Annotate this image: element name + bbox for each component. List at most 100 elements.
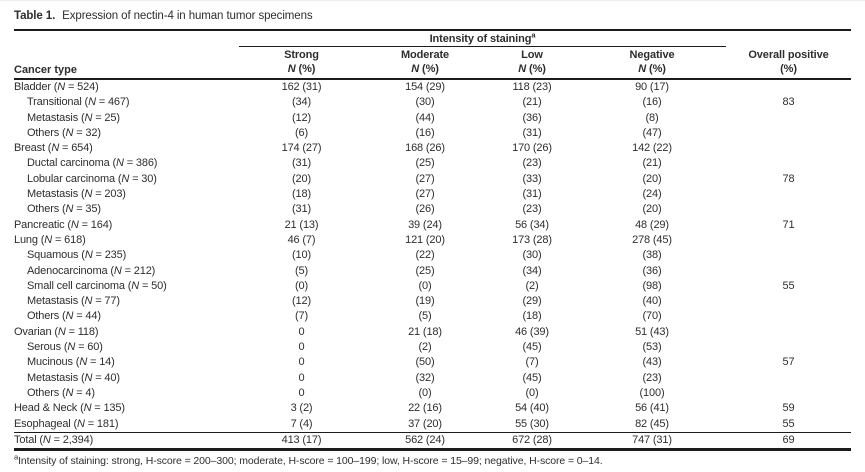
strong-cell: 413 (17) bbox=[239, 431, 364, 450]
moderate-cell: (32) bbox=[415, 371, 435, 384]
strong-cell: 162 (31) bbox=[281, 81, 322, 93]
low-cell: (23) bbox=[522, 157, 542, 170]
strong-cell: 0 bbox=[298, 341, 305, 354]
cancer-type-cell: Metastasis (N = 25) bbox=[27, 111, 120, 124]
low-cell: 55 (30) bbox=[515, 417, 549, 430]
table-row: Lung (N = 618) 46 (7) 121 (20) 173 (28) 278 … bbox=[14, 233, 851, 248]
table-row: Serous (N = 60) 0 (2) (45) (53) bbox=[14, 340, 851, 355]
moderate-cell: (0) bbox=[418, 279, 432, 292]
strong-cell: (12) bbox=[292, 295, 311, 308]
overall-cell bbox=[726, 340, 851, 355]
strong-sublabel: N (%) bbox=[287, 62, 316, 75]
overall-cell: 55 bbox=[782, 417, 795, 430]
moderate-cell: 121 (20) bbox=[405, 233, 445, 246]
negative-cell: 142 (22) bbox=[632, 142, 672, 155]
strong-cell: (5) bbox=[295, 264, 308, 277]
negative-column-header: Negative N (%) bbox=[578, 46, 726, 80]
low-cell: (45) bbox=[522, 371, 542, 384]
overall-cell bbox=[726, 386, 851, 401]
cancer-type-cell: Ovarian (N = 118) bbox=[14, 325, 99, 338]
nectin4-expression-table: Intensity of staininga Cancer type Stron… bbox=[14, 29, 851, 452]
overall-cell bbox=[726, 248, 851, 263]
moderate-cell: 21 (18) bbox=[408, 325, 442, 338]
negative-cell: (36) bbox=[642, 264, 662, 277]
strong-cell: 0 bbox=[298, 386, 305, 399]
cancer-type-column-header: Cancer type bbox=[14, 46, 239, 80]
negative-cell: (53) bbox=[642, 341, 662, 354]
cancer-type-cell: Breast (N = 654) bbox=[14, 142, 93, 155]
strong-cell: (34) bbox=[292, 96, 311, 109]
table-row: Others (N = 32) (6) (16) (31) (47) bbox=[14, 126, 851, 141]
low-cell: (2) bbox=[525, 279, 539, 292]
table-title: Table 1. Expression of nectin-4 in human … bbox=[14, 9, 851, 23]
cancer-type-cell: Mucinous (N = 14) bbox=[27, 356, 115, 369]
negative-cell: (38) bbox=[642, 249, 662, 262]
table-body: Bladder (N = 524) 162 (31) 154 (29) 118 (23… bbox=[14, 79, 851, 450]
low-cell: (21) bbox=[522, 96, 542, 109]
table-row: Head & Neck (N = 135) 3 (2) 22 (16) 54 (40)… bbox=[14, 401, 851, 416]
strong-cell: (18) bbox=[292, 188, 311, 201]
strong-cell: 21 (13) bbox=[284, 218, 319, 231]
overall-cell: 78 bbox=[782, 172, 795, 185]
cancer-type-cell: Serous (N = 60) bbox=[27, 341, 103, 354]
strong-column-header: Strong N (%) bbox=[239, 46, 364, 80]
low-cell: 56 (34) bbox=[515, 218, 549, 231]
negative-cell: 90 (17) bbox=[635, 81, 669, 93]
cancer-type-cell: Total (N = 2,394) bbox=[14, 431, 239, 450]
table-caption: Expression of nectin-4 in human tumor sp… bbox=[62, 10, 313, 22]
cancer-type-cell: Small cell carcinoma (N = 50) bbox=[27, 279, 167, 292]
overall-cell: 69 bbox=[726, 431, 851, 450]
cancer-type-cell: Others (N = 4) bbox=[27, 386, 95, 399]
footnote-marker: a bbox=[531, 30, 536, 40]
overall-cell: 59 bbox=[782, 402, 795, 415]
cancer-type-cell: Pancreatic (N = 164) bbox=[14, 218, 113, 231]
low-cell: (0) bbox=[525, 386, 539, 399]
low-cell: (30) bbox=[522, 249, 542, 262]
negative-cell: (20) bbox=[642, 172, 662, 185]
low-cell: (7) bbox=[525, 356, 539, 369]
negative-cell: (98) bbox=[642, 279, 662, 292]
moderate-cell: (19) bbox=[415, 295, 435, 308]
table-row: Total (N = 2,394) 413 (17) 562 (24) 672 (28… bbox=[14, 431, 851, 450]
table-row: Others (N = 44) (7) (5) (18) (70) bbox=[14, 309, 851, 324]
cancer-type-cell: Metastasis (N = 77) bbox=[27, 295, 120, 308]
negative-cell: (100) bbox=[639, 386, 665, 399]
cancer-type-cell: Head & Neck (N = 135) bbox=[14, 402, 125, 415]
moderate-cell: (22) bbox=[415, 249, 435, 262]
table-row: Metastasis (N = 77) (12) (19) (29) (40) bbox=[14, 294, 851, 309]
negative-cell: (24) bbox=[642, 188, 662, 201]
moderate-cell: 37 (20) bbox=[408, 417, 442, 430]
negative-cell: 278 (45) bbox=[632, 233, 672, 246]
table-row: Small cell carcinoma (N = 50) (0) (0) (2) (9… bbox=[14, 279, 851, 294]
moderate-cell: (27) bbox=[415, 188, 435, 201]
negative-cell: (8) bbox=[645, 111, 659, 124]
group-header-row: Intensity of staininga bbox=[14, 30, 851, 47]
negative-cell: 82 (45) bbox=[635, 417, 669, 430]
low-cell: (36) bbox=[522, 111, 542, 124]
strong-cell: 0 bbox=[298, 356, 305, 369]
intensity-of-staining-label: Intensity of staining bbox=[429, 33, 532, 45]
table-row: Mucinous (N = 14) 0 (50) (7) (43) 57 bbox=[14, 355, 851, 370]
overall-cell bbox=[726, 371, 851, 386]
moderate-cell: 562 (24) bbox=[364, 431, 486, 450]
overall-cell: 57 bbox=[782, 356, 795, 369]
cancer-type-cell: Lobular carcinoma (N = 30) bbox=[27, 172, 157, 185]
cancer-type-cell: Esophageal (N = 181) bbox=[14, 417, 119, 430]
cancer-type-cell: Bladder (N = 524) bbox=[14, 81, 99, 93]
moderate-cell: (25) bbox=[415, 264, 435, 277]
moderate-sublabel: N (%) bbox=[411, 62, 439, 75]
table-footnote: aIntensity of staining: strong, H-score … bbox=[14, 451, 851, 468]
table-row: Transitional (N = 467) (34) (30) (21) (16) 83 bbox=[14, 95, 851, 110]
table-row: Others (N = 35) (31) (26) (23) (20) bbox=[14, 202, 851, 217]
cancer-type-cell: Metastasis (N = 40) bbox=[27, 371, 120, 384]
strong-cell: 7 (4) bbox=[290, 417, 313, 430]
overall-cell bbox=[726, 325, 851, 340]
moderate-cell: 39 (24) bbox=[408, 218, 442, 231]
negative-cell: (21) bbox=[642, 157, 662, 170]
overall-positive-column-header: Overall positive (%) bbox=[726, 46, 851, 80]
negative-label: Negative bbox=[629, 49, 675, 61]
intensity-of-staining-header: Intensity of staininga bbox=[239, 30, 726, 47]
overall-cell bbox=[726, 202, 851, 217]
overall-cell bbox=[726, 141, 851, 156]
strong-cell: 0 bbox=[298, 325, 305, 338]
